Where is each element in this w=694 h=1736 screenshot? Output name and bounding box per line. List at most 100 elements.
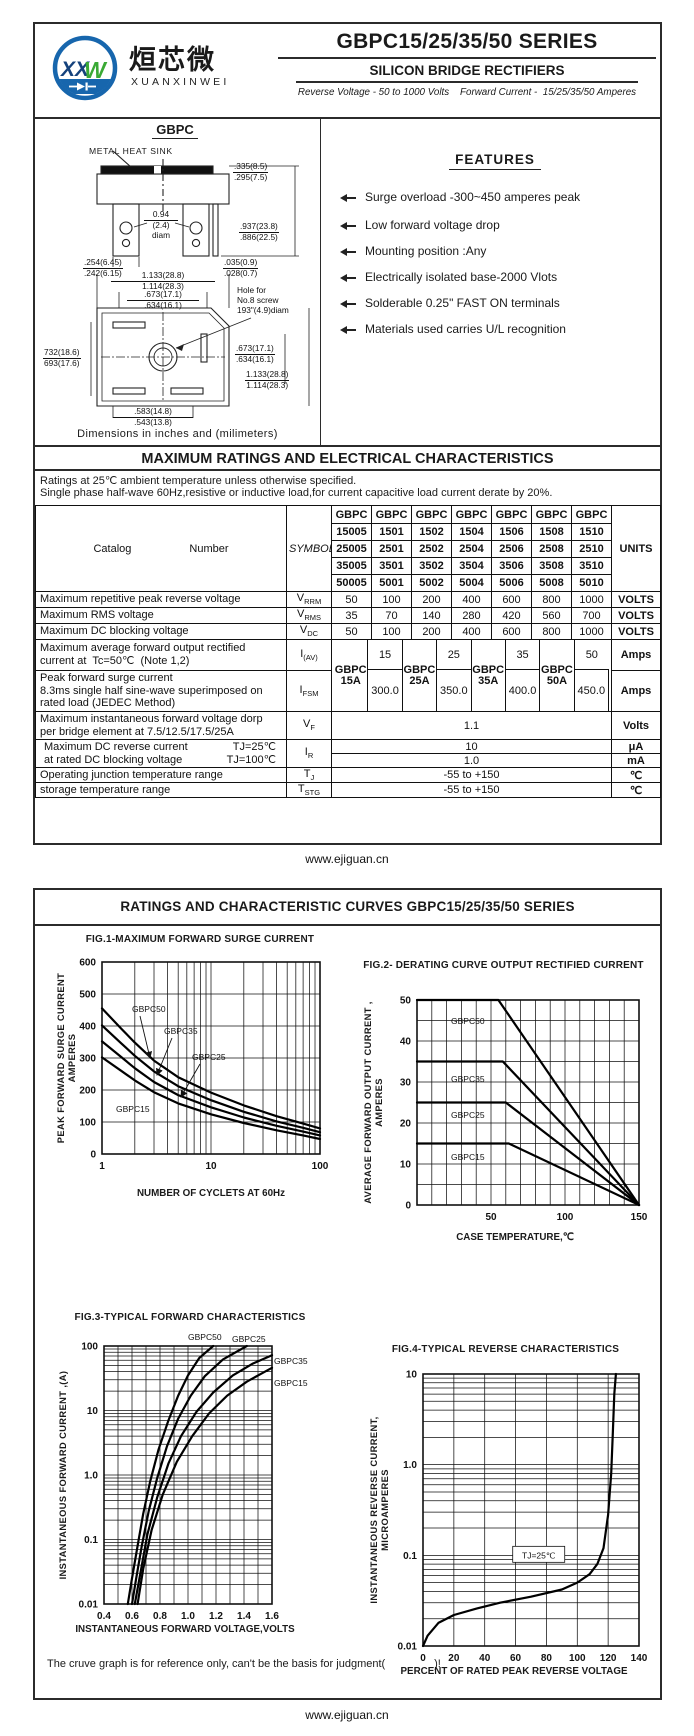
value-cell: 600: [491, 591, 532, 608]
svg-text:60: 60: [510, 1653, 522, 1664]
unit-cell: mA: [611, 753, 661, 768]
fig2-xlabel: CASE TEMPERATURE,℃: [456, 1232, 574, 1243]
tagline: Reverse Voltage - 50 to 1000 Volts Forwa…: [297, 87, 637, 98]
catalog-number-cell: 1506: [491, 523, 532, 541]
svg-text:1: 1: [99, 1161, 105, 1172]
fig1-xlabel: NUMBER OF CYCLETS AT 60Hz: [136, 1188, 286, 1199]
svg-text:GBPC35: GBPC35: [274, 1356, 308, 1366]
value-cell: 50: [331, 591, 372, 608]
svg-text:40: 40: [479, 1653, 491, 1664]
unit-cell: VOLTS: [611, 591, 661, 608]
catalog-number-cell: 50005: [331, 574, 372, 592]
catalog-number-cell: 5010: [571, 574, 612, 592]
catalog-number-cell: 3510: [571, 557, 612, 575]
value-cell: 400: [451, 591, 492, 608]
subtitle: SILICON BRIDGE RECTIFIERS: [296, 59, 638, 83]
package-drawing: METAL HEAT SINK .335(8.5) .295(7.5) .937(…: [43, 138, 315, 427]
curves-section-title: RATINGS AND CHARACTERISTIC CURVES GBPC15…: [35, 890, 660, 926]
catalog-number-cell: 2504: [451, 540, 492, 558]
fig1-ylabel: PEAK FORWARD SURGE CURRENT AMPERES: [56, 972, 77, 1144]
feature-item: Solderable 0.25" FAST ON terminals: [340, 296, 657, 310]
dim-label: .335(8.5) .295(7.5): [233, 161, 269, 182]
bullet-arrow-icon: [340, 299, 356, 308]
svg-text:0: 0: [420, 1653, 426, 1664]
symbols-header: SYMBOLS: [286, 505, 332, 592]
reference-note: The cruve graph is for reference only, c…: [47, 1658, 441, 1670]
gbpc-header-cell: GBPC: [371, 505, 412, 524]
gbpc-header-cell: GBPC: [531, 505, 572, 524]
catalog-number-cell: 3508: [531, 557, 572, 575]
catalog-number-cell: 5008: [531, 574, 572, 592]
ifsm-value: 450.0: [575, 670, 609, 711]
unit-cell: ℃: [611, 766, 661, 784]
iav-value: 50: [574, 641, 609, 670]
fig4-ylabel: INSTANTANEOUS REVERSE CURRENT, MICROAMPER…: [369, 1416, 390, 1604]
iav-value: 35: [505, 640, 541, 670]
svg-text:10: 10: [406, 1370, 418, 1381]
dim-label: .673(17.1) .634(16.1): [127, 289, 199, 311]
value-cell: 700: [571, 607, 612, 624]
title-block: GBPC15/25/35/50 SERIES SILICON BRIDGE RE…: [278, 30, 656, 98]
row-symbol: VRMS: [286, 607, 332, 624]
svg-text:TJ=25℃: TJ=25℃: [522, 1550, 556, 1560]
row-label: Maximum DC blocking voltage: [35, 623, 287, 640]
website-footer: www.ejiguan.cn: [305, 852, 389, 866]
value-cell: 280: [451, 607, 492, 624]
value-cell: 140: [411, 607, 452, 624]
screw-hole-note: Hole for No.8 screw 193"(4.9)diam: [237, 285, 289, 315]
fig3-title: FIG.3-TYPICAL FORWARD CHARACTERISTICS: [74, 1312, 306, 1323]
bullet-arrow-icon: [340, 247, 356, 256]
gbpc-group-label: GBPC 25A: [403, 640, 438, 711]
fig4-xlabel: PERCENT OF RATED PEAK REVERSE VOLTAGE: [400, 1666, 628, 1677]
dim-label: 1.133(28.8) 1.114(28.3): [245, 369, 290, 390]
ifsm-value: 400.0: [506, 670, 541, 711]
dim-label: 732(18.6) 693(17.6): [43, 347, 81, 368]
catalog-number-cell: 5006: [491, 574, 532, 592]
dim-label: .583(14.8) .543(13.8): [113, 406, 193, 428]
row-symbol: IR: [286, 739, 332, 768]
svg-text:10: 10: [400, 1160, 412, 1171]
svg-text:400: 400: [79, 1022, 96, 1033]
svg-text:0.1: 0.1: [403, 1551, 417, 1562]
svg-text:0: 0: [405, 1201, 411, 1212]
svg-text:120: 120: [600, 1653, 617, 1664]
value-cell: 600: [491, 623, 532, 640]
catalog-number-cell: 25005: [331, 540, 372, 558]
value-cell: 70: [371, 607, 412, 624]
value-cell: 100: [371, 623, 412, 640]
dim-label: .673(17.1) .634(16.1): [235, 343, 275, 364]
fig3-ylabel: INSTANTANEOUS FORWARD CURRENT ,(A): [58, 1370, 68, 1580]
bullet-arrow-icon: [340, 273, 356, 282]
ifsm-value: 300.0: [368, 670, 403, 711]
catalog-number-cell: 1508: [531, 523, 572, 541]
gbpc-header-cell: GBPC: [331, 505, 372, 524]
fig2-ylabel: AVERAGE FORWARD OUTPUT CURRENT , AMPERES: [363, 1001, 384, 1204]
gbpc-header-cell: GBPC: [491, 505, 532, 524]
row-label: Maximum repetitive peak reverse voltage: [35, 591, 287, 608]
svg-text:600: 600: [79, 958, 96, 969]
row-symbol: TJ: [286, 766, 332, 784]
units-header: UNITS: [611, 505, 661, 592]
package-outline: [90, 150, 310, 418]
catalog-number-cell: 3502: [411, 557, 452, 575]
svg-text:300: 300: [79, 1054, 96, 1065]
fig4-reverse-characteristics-chart: FIG.4-TYPICAL REVERSE CHARACTERISTICS PE…: [349, 1332, 662, 1692]
row-symbol: VF: [286, 711, 332, 740]
catalog-number-cell: 2502: [411, 540, 452, 558]
svg-text:GBPC25: GBPC25: [451, 1110, 485, 1120]
catalog-number-cell: 2508: [531, 540, 572, 558]
svg-text:1.0: 1.0: [403, 1460, 417, 1471]
svg-text:100: 100: [79, 1118, 96, 1129]
catalog-number-cell: 3501: [371, 557, 412, 575]
fig3-xlabel: INSTANTANEOUS FORWARD VOLTAGE,VOLTS: [75, 1624, 295, 1635]
gbpc-header-cell: GBPC: [451, 505, 492, 524]
company-name-en: XUANXINWEI: [131, 76, 230, 88]
unit-cell: Volts: [611, 711, 661, 740]
fig4-title: FIG.4-TYPICAL REVERSE CHARACTERISTICS: [391, 1344, 620, 1355]
logo-diode-icon: [69, 82, 96, 91]
svg-text:140: 140: [631, 1653, 648, 1664]
svg-text:GBPC35: GBPC35: [164, 1026, 198, 1036]
dim-label: .035(0.9) .028(0.7): [223, 257, 259, 278]
